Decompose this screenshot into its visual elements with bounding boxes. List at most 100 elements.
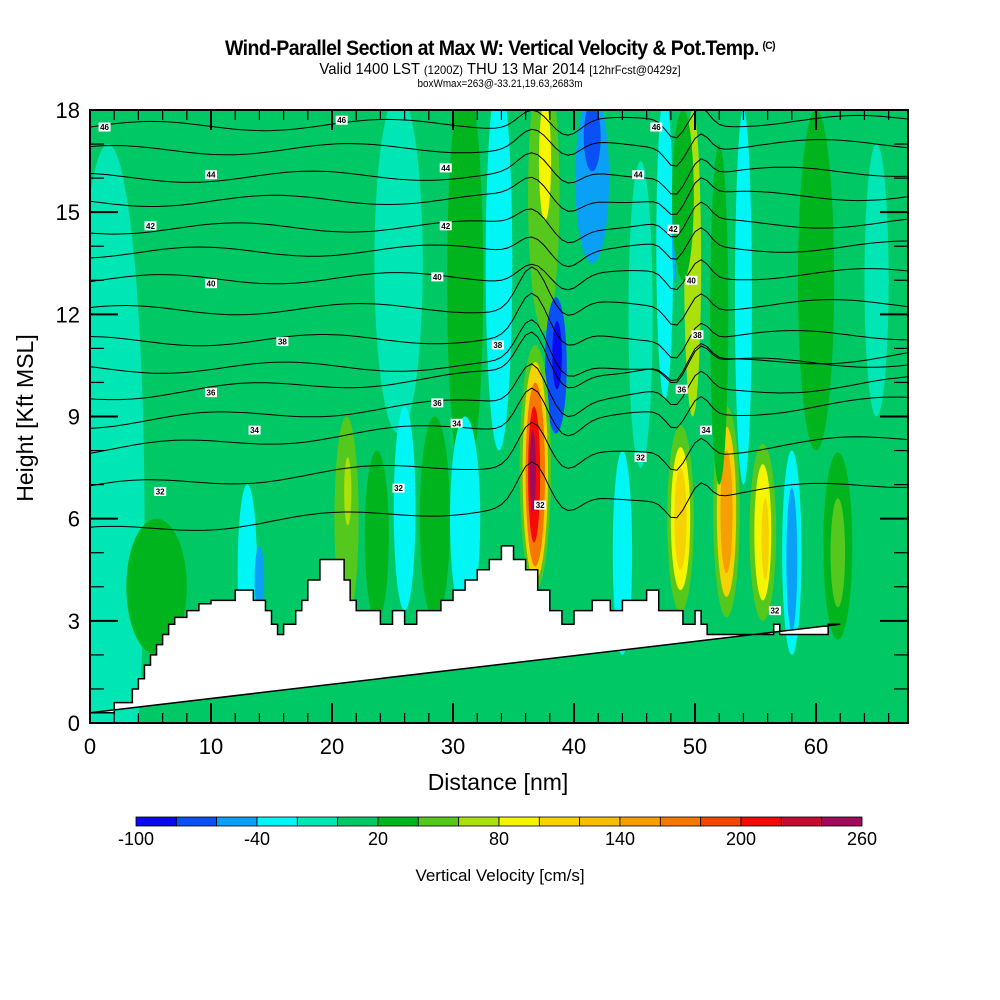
theta-contour-line — [90, 259, 907, 291]
contour-label-bg — [205, 279, 218, 289]
contour-label: 42 — [144, 221, 157, 231]
contour-label: 36 — [205, 388, 218, 398]
contour-label-text: 44 — [207, 171, 216, 180]
contour-label-text: 38 — [278, 338, 287, 347]
velocity-core — [830, 498, 846, 608]
velocity-core — [786, 488, 798, 632]
y-tick-label: 12 — [56, 302, 80, 327]
forecast-info: [12hrFcst@0429z] — [589, 63, 681, 77]
contour-label-bg — [685, 275, 698, 285]
contour-label: 40 — [685, 275, 698, 285]
colorbar-segment — [700, 816, 742, 827]
colorbar-tick-label: 200 — [726, 829, 756, 849]
contour-label-text: 46 — [100, 123, 109, 132]
contour-label-bg — [392, 483, 405, 493]
colorbar-label: Vertical Velocity [cm/s] — [415, 866, 584, 885]
colorbar-segment — [337, 816, 379, 827]
colorbar-segment — [377, 816, 419, 827]
contour-label: 34 — [699, 425, 712, 435]
colorbar-segment — [296, 816, 339, 827]
contour-label-text: 32 — [394, 484, 403, 493]
theta-contour-line — [90, 387, 907, 454]
colorbar-segment — [256, 816, 298, 827]
contour-label-bg — [205, 170, 218, 180]
x-tick-label: 0 — [84, 734, 96, 759]
velocity-core — [628, 161, 653, 468]
velocity-core — [674, 467, 687, 570]
contour-label-text: 36 — [207, 389, 216, 398]
velocity-core — [126, 518, 187, 655]
contour-label-text: 38 — [693, 331, 702, 340]
x-tick-label: 40 — [562, 734, 586, 759]
colorbar-segment — [417, 816, 460, 827]
theta-contour-line — [90, 461, 907, 531]
velocity-core — [710, 144, 729, 485]
contour-label-text: 34 — [452, 419, 461, 428]
contour-labels: 46 44 42 40 38 36 34 32 46 44 42 40 38 36 34 32 32 46 44 42… — [98, 115, 781, 616]
velocity-core — [734, 110, 752, 485]
contour-label: 32 — [534, 500, 547, 510]
theta-contour-line — [90, 421, 907, 487]
colorbar-segment — [740, 816, 782, 827]
velocity-core — [720, 450, 733, 574]
contour-label-text: 32 — [156, 487, 165, 496]
contour-label: 34 — [450, 418, 463, 428]
x-tick-label: 10 — [199, 734, 223, 759]
velocity-core — [419, 416, 450, 621]
contour-label: 46 — [98, 122, 111, 132]
terrain-profile — [90, 545, 841, 714]
colorbar-segment — [135, 816, 177, 827]
y-tick-label: 0 — [68, 711, 80, 736]
theta-contours — [90, 110, 907, 531]
contour-label-text: 40 — [687, 276, 696, 285]
contour-label-text: 42 — [146, 222, 155, 231]
contour-label-bg — [491, 340, 504, 350]
theta-contour-line — [90, 331, 907, 401]
contour-label-text: 32 — [770, 607, 779, 616]
colorbar-segment — [498, 816, 540, 827]
contour-label-text: 36 — [677, 385, 686, 394]
contour-label-text: 42 — [441, 222, 450, 231]
contour-label: 42 — [667, 224, 680, 234]
colorbar-segment — [175, 816, 218, 827]
valid-time-utc: (1200Z) — [423, 63, 463, 77]
contour-label: 38 — [691, 330, 704, 340]
contour-label-bg — [439, 221, 452, 231]
colorbar-tick-label: -40 — [244, 829, 270, 849]
contour-label: 36 — [431, 398, 444, 408]
y-axis-label: Height [Kft MSL] — [12, 334, 38, 501]
velocity-core — [656, 110, 674, 400]
contour-label: 36 — [675, 384, 688, 394]
velocity-core — [583, 110, 601, 172]
contour-label: 32 — [392, 483, 405, 493]
contour-label-text: 44 — [634, 171, 643, 180]
contour-label-text: 36 — [433, 399, 442, 408]
contour-label: 32 — [634, 452, 647, 462]
colorbar-segment — [538, 816, 581, 827]
x-tick-label: 60 — [804, 734, 828, 759]
colorbar-tick-label: 80 — [489, 829, 509, 849]
velocity-core — [797, 110, 835, 451]
contour-label-text: 42 — [669, 225, 678, 234]
contour-label-text: 46 — [337, 116, 346, 125]
contour-label: 32 — [154, 486, 167, 496]
velocity-core — [364, 450, 389, 621]
contour-label-bg — [154, 486, 167, 496]
theta-contour-line — [90, 128, 907, 167]
contour-label-bg — [450, 418, 463, 428]
x-tick-label: 50 — [683, 734, 707, 759]
contour-label: 46 — [650, 122, 663, 132]
contour-label: 38 — [491, 340, 504, 350]
contour-label-bg — [650, 122, 663, 132]
velocity-core — [156, 110, 278, 587]
contour-label-bg — [675, 384, 688, 394]
velocity-core — [529, 430, 536, 512]
contour-label-bg — [439, 163, 452, 173]
colorbar: -100 -40 20 80 140 200 260 — [118, 816, 877, 849]
x-tick-label: 30 — [441, 734, 465, 759]
colorbar-segment — [821, 816, 863, 827]
theta-contour-line — [90, 227, 907, 268]
copyright-mark: (C) — [762, 40, 776, 52]
